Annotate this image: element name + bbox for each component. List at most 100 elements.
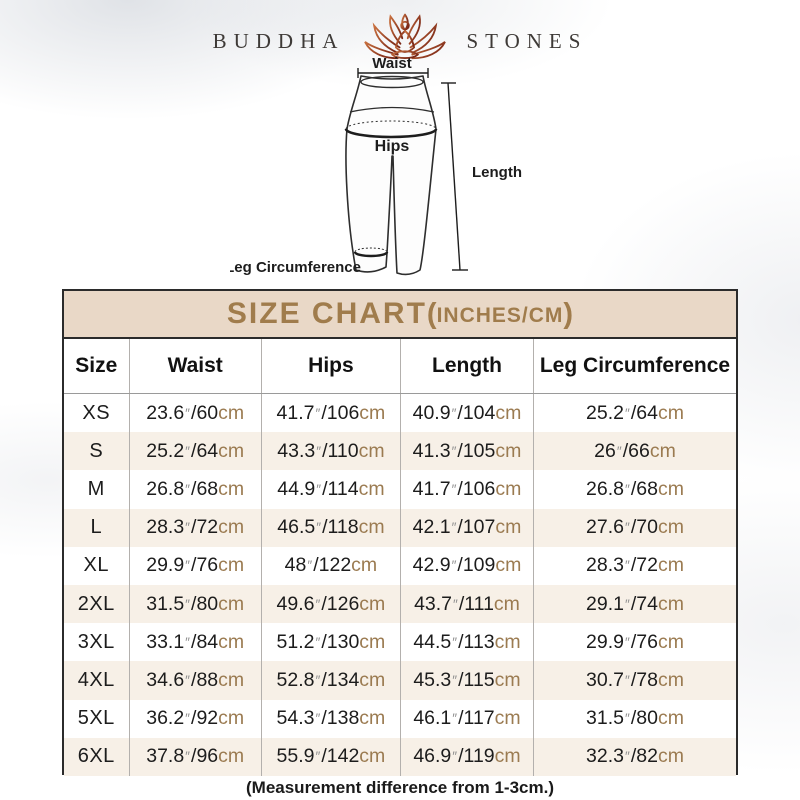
separator: / bbox=[630, 554, 637, 577]
inches-value: 42.1 bbox=[412, 516, 451, 539]
cm-unit: cm bbox=[494, 668, 521, 691]
cm-unit: cm bbox=[657, 745, 684, 768]
column-header-leg-circumference: Leg Circumference bbox=[533, 339, 736, 393]
length-cell: 45.3 ″/115 cm bbox=[399, 661, 533, 700]
size-chart-title: SIZE CHART bbox=[226, 297, 427, 330]
inches-value: 31.5 bbox=[586, 707, 624, 730]
inch-mark: ″ bbox=[452, 634, 458, 650]
cm-value: 122 bbox=[318, 554, 352, 577]
inches-value: 41.7 bbox=[412, 477, 451, 500]
separator: / bbox=[457, 477, 463, 500]
cm-unit: cm bbox=[358, 477, 385, 500]
separator: / bbox=[191, 668, 197, 691]
cm-unit: cm bbox=[359, 668, 386, 691]
leg-cell: 29.9 ″/76 cm bbox=[533, 623, 736, 662]
inch-mark: ″ bbox=[624, 672, 630, 688]
table-row: 3XL 33.1 ″/84 cm 51.2 ″/130 cm 44.5 ″/113 cm 29.9 ″… bbox=[64, 623, 736, 662]
size-cell: 4XL bbox=[77, 668, 115, 691]
waist-cell: 25.2 ″/64 cm bbox=[128, 432, 261, 471]
cm-value: 126 bbox=[326, 592, 360, 615]
inch-mark: ″ bbox=[451, 405, 457, 421]
cm-unit: cm bbox=[359, 707, 386, 730]
cm-value: 74 bbox=[636, 592, 658, 615]
inches-value: 28.3 bbox=[586, 554, 624, 577]
hips-cell: 54.3 ″/138 cm bbox=[260, 699, 400, 738]
cm-value: 64 bbox=[196, 439, 219, 462]
hips-cell: 48 ″/122 cm bbox=[260, 546, 400, 585]
cm-value: 92 bbox=[196, 707, 219, 730]
cm-unit: cm bbox=[351, 554, 378, 577]
table-row: XS 23.6 ″/60 cm 41.7 ″/106 cm 40.9 ″/104 cm 25.2 ″ /… bbox=[64, 394, 736, 433]
cm-unit: cm bbox=[218, 668, 245, 691]
waistband-seam bbox=[349, 106, 435, 113]
title-paren-close: ) bbox=[563, 297, 574, 330]
inch-mark: ″ bbox=[616, 443, 622, 459]
leg-cell: 30.7 ″/78 cm bbox=[533, 661, 736, 700]
separator: / bbox=[322, 477, 328, 500]
inch-mark: ″ bbox=[624, 634, 630, 650]
separator: / bbox=[191, 707, 197, 730]
length-cell: 42.9 ″/109 cm bbox=[399, 546, 533, 585]
size-cell: 2XL bbox=[77, 592, 115, 615]
separator: / bbox=[622, 439, 629, 462]
inch-mark: ″ bbox=[185, 520, 191, 536]
inches-value: 33.1 bbox=[146, 630, 185, 653]
inch-mark: ″ bbox=[624, 481, 630, 497]
pants-measurement-diagram: Waist Hips Length Leg Circumference bbox=[230, 55, 522, 276]
size-chart-units: INCHES/CM bbox=[436, 303, 564, 327]
cm-value: 96 bbox=[196, 745, 219, 768]
cm-value: 134 bbox=[326, 668, 360, 691]
inches-value: 28.3 bbox=[146, 516, 185, 539]
cm-unit: cm bbox=[358, 516, 385, 539]
separator: / bbox=[191, 477, 197, 500]
inch-mark: ″ bbox=[185, 481, 191, 497]
cm-unit: cm bbox=[494, 630, 521, 653]
inches-value: 43.7 bbox=[414, 592, 453, 615]
cm-value: 66 bbox=[628, 439, 650, 462]
inch-mark: ″ bbox=[315, 634, 321, 650]
cm-value: 80 bbox=[196, 592, 219, 615]
separator: / bbox=[191, 745, 197, 768]
cm-value: 106 bbox=[326, 401, 360, 424]
cm-value: 110 bbox=[327, 439, 359, 462]
separator: / bbox=[458, 745, 464, 768]
lotus-logo-icon bbox=[364, 13, 447, 60]
cm-value: 68 bbox=[636, 477, 658, 500]
length-label: Length bbox=[472, 164, 522, 181]
cm-value: 113 bbox=[463, 630, 495, 653]
size-cell: M bbox=[87, 477, 105, 500]
size-cell: 5XL bbox=[77, 707, 115, 730]
cm-value: 72 bbox=[196, 516, 219, 539]
cm-unit: cm bbox=[218, 554, 245, 577]
inch-mark: ″ bbox=[624, 558, 630, 574]
column-header-hips: Hips bbox=[260, 339, 400, 393]
inches-value: 29.9 bbox=[586, 630, 624, 653]
separator: / bbox=[191, 439, 197, 462]
inch-mark: ″ bbox=[185, 596, 191, 612]
cm-unit: cm bbox=[495, 401, 522, 424]
separator: / bbox=[457, 516, 463, 539]
separator: / bbox=[191, 554, 197, 577]
separator: / bbox=[630, 668, 637, 691]
cm-unit: cm bbox=[495, 439, 522, 462]
inches-value: 29.1 bbox=[586, 592, 624, 615]
inches-value: 25.2 bbox=[586, 401, 624, 424]
cm-value: 142 bbox=[326, 745, 360, 768]
cm-unit: cm bbox=[359, 592, 386, 615]
separator: / bbox=[458, 630, 464, 653]
inch-mark: ″ bbox=[624, 405, 630, 421]
leg-cell: 31.5 ″/80 cm bbox=[533, 699, 736, 738]
cm-unit: cm bbox=[657, 401, 684, 424]
separator: / bbox=[322, 516, 328, 539]
inch-mark: ″ bbox=[185, 634, 191, 650]
length-cell: 43.7 ″/111 cm bbox=[399, 584, 533, 624]
inch-mark: ″ bbox=[452, 672, 458, 688]
size-cell: L bbox=[90, 516, 103, 539]
column-header-waist: Waist bbox=[128, 339, 261, 393]
cm-unit: cm bbox=[657, 668, 684, 691]
cm-unit: cm bbox=[218, 707, 245, 730]
inches-value: 46.9 bbox=[413, 745, 452, 768]
pants-outline bbox=[345, 75, 437, 276]
separator: / bbox=[313, 554, 319, 577]
length-cell: 46.9 ″/119 cm bbox=[399, 737, 533, 776]
